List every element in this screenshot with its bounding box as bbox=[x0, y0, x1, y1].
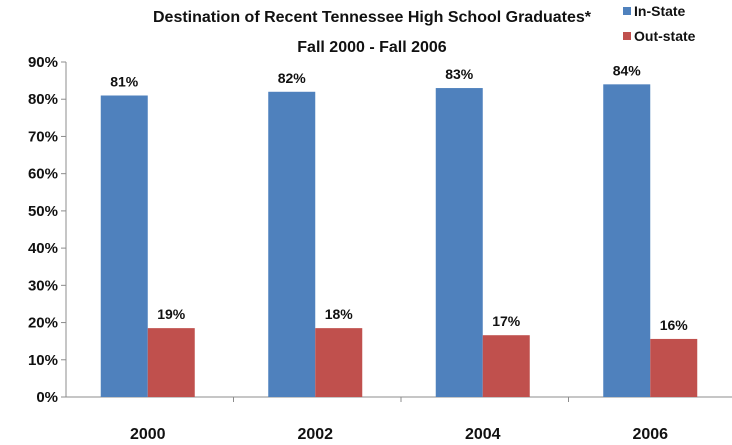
legend: In-State Out-state bbox=[623, 3, 696, 44]
data-label: 17% bbox=[492, 313, 521, 329]
y-tick-label: 30% bbox=[28, 277, 58, 294]
x-category-label: 2004 bbox=[465, 426, 501, 443]
y-tick-label: 0% bbox=[36, 389, 58, 406]
y-tick-label: 20% bbox=[28, 315, 58, 332]
y-axis-ticks: 0% 10% 20% 30% 40% 50% 60% 70% 80% 90% bbox=[28, 54, 66, 406]
y-tick-label: 70% bbox=[28, 128, 58, 145]
data-label: 18% bbox=[325, 306, 354, 322]
legend-swatch-out-state bbox=[623, 32, 631, 40]
bar-out-state-2004 bbox=[482, 335, 530, 397]
legend-swatch-in-state bbox=[623, 7, 631, 15]
legend-label-out-state: Out-state bbox=[634, 28, 696, 44]
data-label: 84% bbox=[613, 62, 642, 78]
y-tick-label: 50% bbox=[28, 203, 58, 220]
x-category-label: 2000 bbox=[130, 426, 166, 443]
y-tick-label: 10% bbox=[28, 352, 58, 369]
bar-out-state-2006 bbox=[650, 338, 698, 397]
x-category-label: 2002 bbox=[297, 426, 333, 443]
x-axis-labels: 2000 2002 2004 2006 bbox=[130, 426, 668, 443]
bar-in-state-2002 bbox=[268, 91, 316, 398]
chart-title: Destination of Recent Tennessee High Sch… bbox=[153, 9, 592, 26]
bar-out-state-2000 bbox=[147, 328, 195, 397]
chart-title-group: Destination of Recent Tennessee High Sch… bbox=[153, 9, 592, 56]
bar-out-state-2002 bbox=[315, 328, 363, 397]
data-label: 16% bbox=[660, 317, 689, 333]
y-tick-label: 80% bbox=[28, 91, 58, 108]
bar-in-state-2006 bbox=[603, 84, 651, 397]
bars bbox=[100, 84, 698, 398]
bar-in-state-2000 bbox=[100, 95, 148, 397]
legend-label-in-state: In-State bbox=[634, 3, 686, 19]
chart-subtitle: Fall 2000 - Fall 2006 bbox=[297, 39, 447, 56]
x-category-label: 2006 bbox=[632, 426, 668, 443]
y-tick-label: 40% bbox=[28, 240, 58, 257]
y-tick-label: 60% bbox=[28, 166, 58, 183]
bar-in-state-2004 bbox=[435, 88, 483, 398]
data-label: 83% bbox=[445, 66, 474, 82]
data-label: 81% bbox=[110, 74, 139, 90]
data-labels: 81% 19% 82% 18% 83% 17% 84% 16% bbox=[110, 62, 688, 333]
y-tick-label: 90% bbox=[28, 54, 58, 71]
data-label: 82% bbox=[278, 70, 307, 86]
data-label: 19% bbox=[157, 306, 186, 322]
